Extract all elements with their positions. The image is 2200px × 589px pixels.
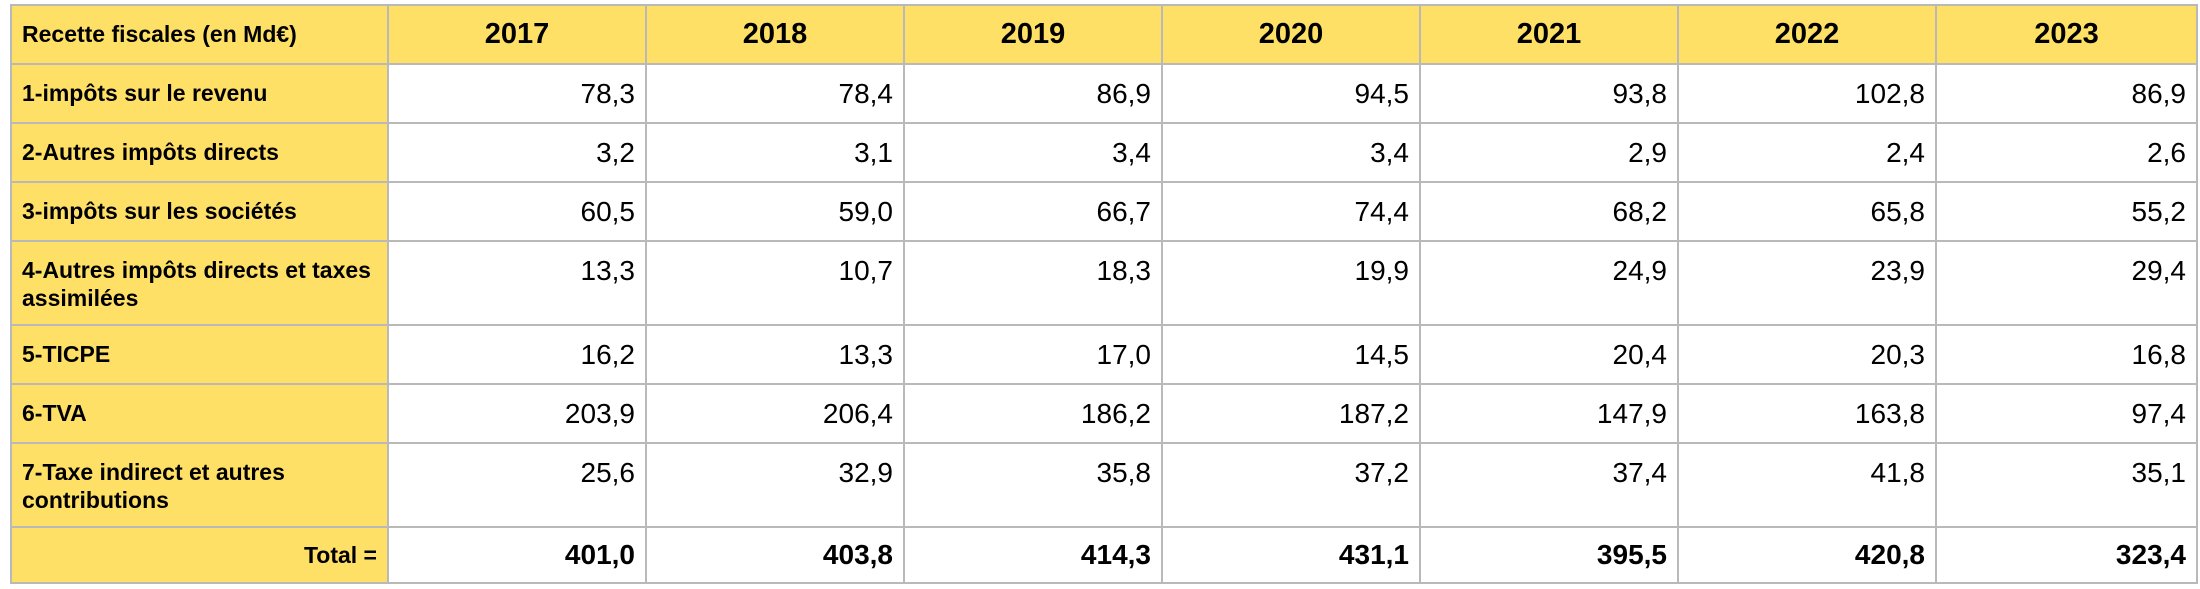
table-cell: 59,0: [645, 181, 905, 242]
table-cell: 41,8: [1677, 442, 1937, 528]
year-header: 2023: [1935, 4, 2198, 65]
table-cell: 23,9: [1677, 240, 1937, 326]
table-cell: 17,0: [903, 324, 1163, 385]
table-cell: 147,9: [1419, 383, 1679, 444]
table-cell: 163,8: [1677, 383, 1937, 444]
table-cell: 206,4: [645, 383, 905, 444]
table-cell: 74,4: [1161, 181, 1421, 242]
table-cell: 2,4: [1677, 122, 1937, 183]
total-cell: 323,4: [1935, 526, 2198, 584]
year-header: 2020: [1161, 4, 1421, 65]
table-cell: 18,3: [903, 240, 1163, 326]
table-cell: 86,9: [1935, 63, 2198, 124]
row-label: 5-TICPE: [10, 324, 389, 385]
table-row: 4-Autres impôts directs et taxes assimil…: [10, 240, 2198, 326]
table-cell: 60,5: [387, 181, 647, 242]
table-cell: 78,4: [645, 63, 905, 124]
total-cell: 431,1: [1161, 526, 1421, 584]
table-cell: 24,9: [1419, 240, 1679, 326]
table-row: 5-TICPE 16,2 13,3 17,0 14,5 20,4 20,3 16…: [10, 324, 2198, 385]
total-cell: 414,3: [903, 526, 1163, 584]
table-cell: 25,6: [387, 442, 647, 528]
table-cell: 3,1: [645, 122, 905, 183]
table-row: 7-Taxe indirect et autres contributions …: [10, 442, 2198, 528]
total-row: Total = 401,0 403,8 414,3 431,1 395,5 42…: [10, 526, 2198, 584]
table-cell: 94,5: [1161, 63, 1421, 124]
row-label: 6-TVA: [10, 383, 389, 444]
year-header: 2019: [903, 4, 1163, 65]
table-cell: 2,9: [1419, 122, 1679, 183]
table-cell: 13,3: [387, 240, 647, 326]
table-cell: 97,4: [1935, 383, 2198, 444]
table-cell: 66,7: [903, 181, 1163, 242]
table-cell: 35,8: [903, 442, 1163, 528]
fiscal-revenue-table: Recette fiscales (en Md€) 2017 2018 2019…: [10, 4, 2198, 584]
table-cell: 37,4: [1419, 442, 1679, 528]
table-cell: 10,7: [645, 240, 905, 326]
table-cell: 187,2: [1161, 383, 1421, 444]
table-cell: 55,2: [1935, 181, 2198, 242]
table-cell: 16,2: [387, 324, 647, 385]
table-cell: 35,1: [1935, 442, 2198, 528]
table-cell: 20,3: [1677, 324, 1937, 385]
table-cell: 65,8: [1677, 181, 1937, 242]
table-cell: 32,9: [645, 442, 905, 528]
table-cell: 13,3: [645, 324, 905, 385]
table-row: 1-impôts sur le revenu 78,3 78,4 86,9 94…: [10, 63, 2198, 124]
table-cell: 102,8: [1677, 63, 1937, 124]
table-cell: 3,4: [903, 122, 1163, 183]
total-cell: 420,8: [1677, 526, 1937, 584]
table-row: 3-impôts sur les sociétés 60,5 59,0 66,7…: [10, 181, 2198, 242]
table-cell: 86,9: [903, 63, 1163, 124]
table-cell: 3,2: [387, 122, 647, 183]
table-cell: 186,2: [903, 383, 1163, 444]
fiscal-table-container: Recette fiscales (en Md€) 2017 2018 2019…: [10, 4, 2198, 584]
year-header: 2022: [1677, 4, 1937, 65]
corner-header: Recette fiscales (en Md€): [10, 4, 389, 65]
total-cell: 401,0: [387, 526, 647, 584]
table-cell: 93,8: [1419, 63, 1679, 124]
year-header: 2017: [387, 4, 647, 65]
table-row: 2-Autres impôts directs 3,2 3,1 3,4 3,4 …: [10, 122, 2198, 183]
row-label: 2-Autres impôts directs: [10, 122, 389, 183]
table-cell: 2,6: [1935, 122, 2198, 183]
year-header: 2021: [1419, 4, 1679, 65]
row-label: 3-impôts sur les sociétés: [10, 181, 389, 242]
total-cell: 395,5: [1419, 526, 1679, 584]
table-cell: 14,5: [1161, 324, 1421, 385]
table-cell: 37,2: [1161, 442, 1421, 528]
table-cell: 3,4: [1161, 122, 1421, 183]
row-label: 1-impôts sur le revenu: [10, 63, 389, 124]
total-cell: 403,8: [645, 526, 905, 584]
table-row: 6-TVA 203,9 206,4 186,2 187,2 147,9 163,…: [10, 383, 2198, 444]
table-cell: 68,2: [1419, 181, 1679, 242]
table-cell: 203,9: [387, 383, 647, 444]
table-cell: 29,4: [1935, 240, 2198, 326]
table-cell: 20,4: [1419, 324, 1679, 385]
row-label: 4-Autres impôts directs et taxes assimil…: [10, 240, 389, 326]
total-label: Total =: [10, 526, 389, 584]
table-cell: 16,8: [1935, 324, 2198, 385]
table-header-row: Recette fiscales (en Md€) 2017 2018 2019…: [10, 4, 2198, 65]
table-cell: 78,3: [387, 63, 647, 124]
row-label: 7-Taxe indirect et autres contributions: [10, 442, 389, 528]
year-header: 2018: [645, 4, 905, 65]
table-cell: 19,9: [1161, 240, 1421, 326]
